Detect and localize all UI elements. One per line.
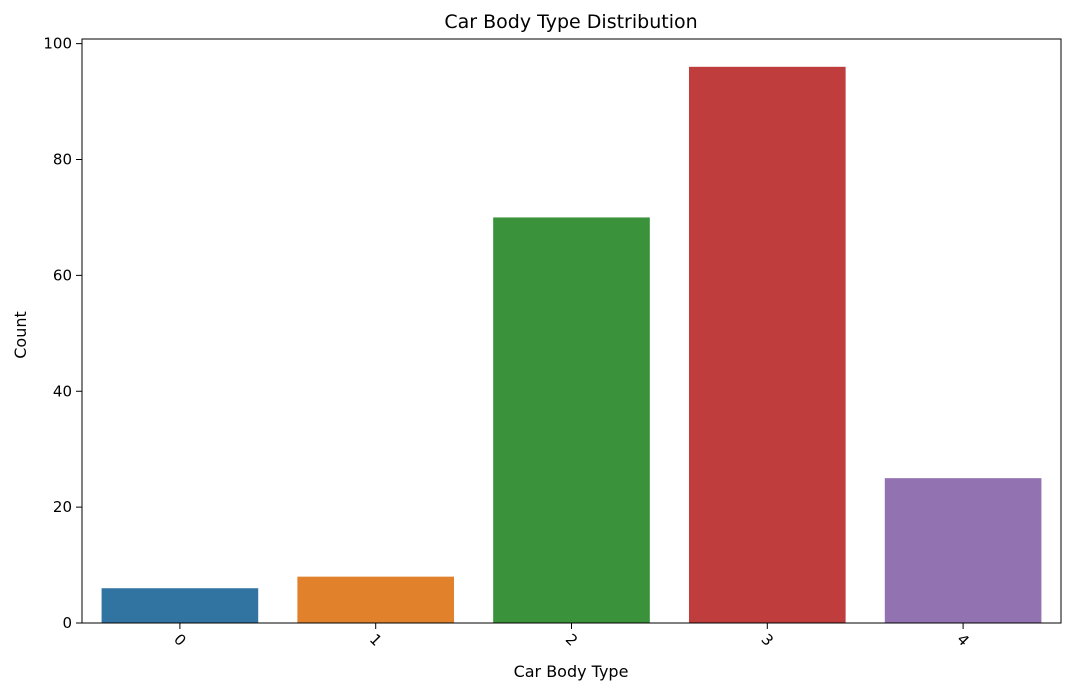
y-axis: 0 20 40 60 80 100 bbox=[43, 35, 82, 632]
x-tick-label: 1 bbox=[366, 630, 385, 649]
x-tick-label: 2 bbox=[562, 630, 581, 649]
y-tick-label: 100 bbox=[43, 35, 72, 53]
x-axis-label: Car Body Type bbox=[514, 662, 629, 681]
bar-4 bbox=[884, 478, 1042, 623]
y-tick-label: 80 bbox=[53, 151, 72, 169]
bar-3 bbox=[688, 66, 846, 624]
x-tick-label: 0 bbox=[170, 630, 189, 649]
chart-title: Car Body Type Distribution bbox=[444, 11, 697, 33]
y-tick-label: 0 bbox=[62, 614, 72, 632]
x-axis: 0 1 2 3 4 bbox=[170, 623, 973, 650]
y-tick-label: 40 bbox=[53, 382, 72, 400]
x-tick-label: 4 bbox=[953, 630, 972, 649]
bar-0 bbox=[101, 588, 259, 623]
x-tick-label: 3 bbox=[758, 630, 777, 649]
plot-frame bbox=[81, 38, 1062, 624]
bar-2 bbox=[493, 217, 650, 623]
bars-group bbox=[101, 66, 1042, 624]
y-tick-label: 20 bbox=[53, 498, 72, 516]
y-axis-label: Count bbox=[11, 311, 30, 359]
y-tick-label: 60 bbox=[53, 266, 72, 284]
bar-1 bbox=[297, 576, 455, 623]
